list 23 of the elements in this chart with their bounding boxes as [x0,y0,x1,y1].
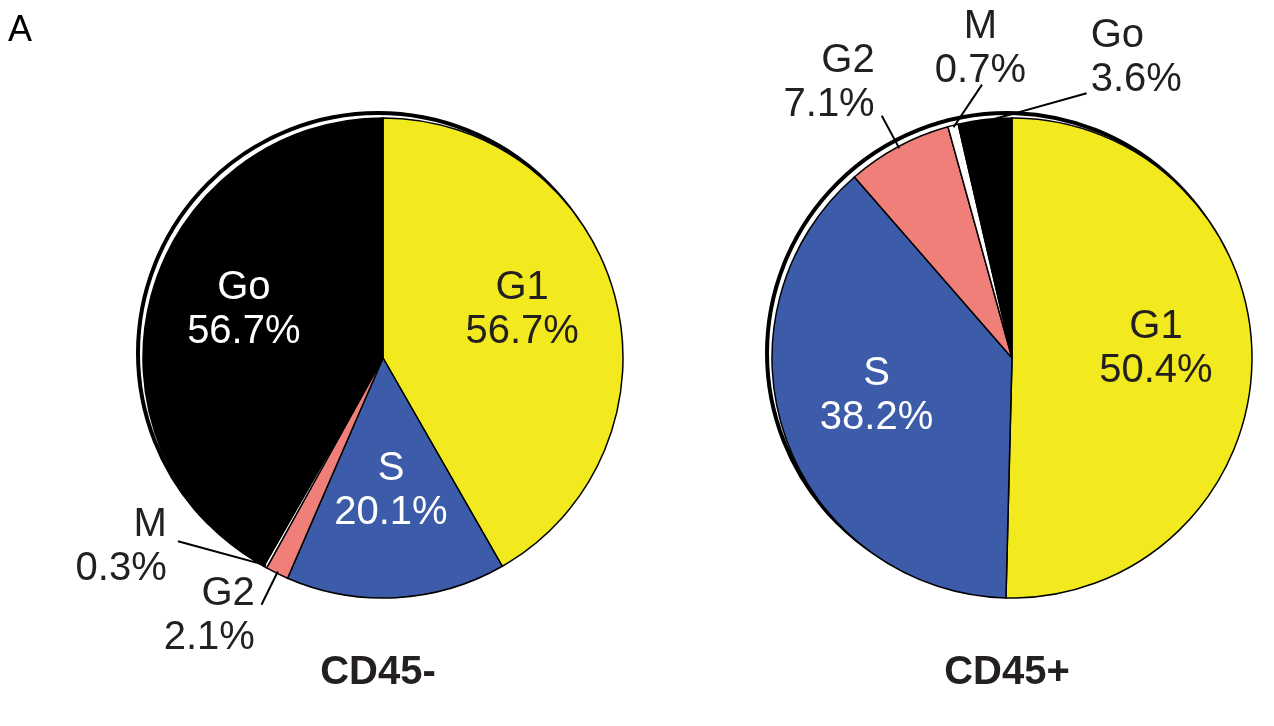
slice-label: G2 [821,35,875,80]
slice-label: G2 [201,569,255,614]
text: CD45- [320,648,436,692]
slice-label: G1 [495,262,549,307]
data-label: 0.7% [934,45,1026,90]
data-label: 56.7% [465,306,579,351]
slice-label: M [963,1,998,46]
data-label: 38.2% [819,392,934,437]
slice-label: G1 [1129,301,1183,346]
text: CD45+ [943,648,1071,693]
slice-label: S [863,348,890,393]
slice-label: Go [1090,11,1145,56]
data-label: 56.7% [187,306,301,351]
slice-label: M [133,499,167,544]
data-label: 3.6% [1090,55,1182,100]
data-label: 20.1% [334,487,448,532]
text: A [8,8,33,50]
data-label: 2.1% [163,613,255,658]
data-label: 50.4% [1099,345,1213,390]
data-label: 0.3% [75,543,167,588]
data-label: 7.1% [783,79,875,124]
slice-label: S [377,443,405,488]
slice-label: Go [217,262,271,307]
